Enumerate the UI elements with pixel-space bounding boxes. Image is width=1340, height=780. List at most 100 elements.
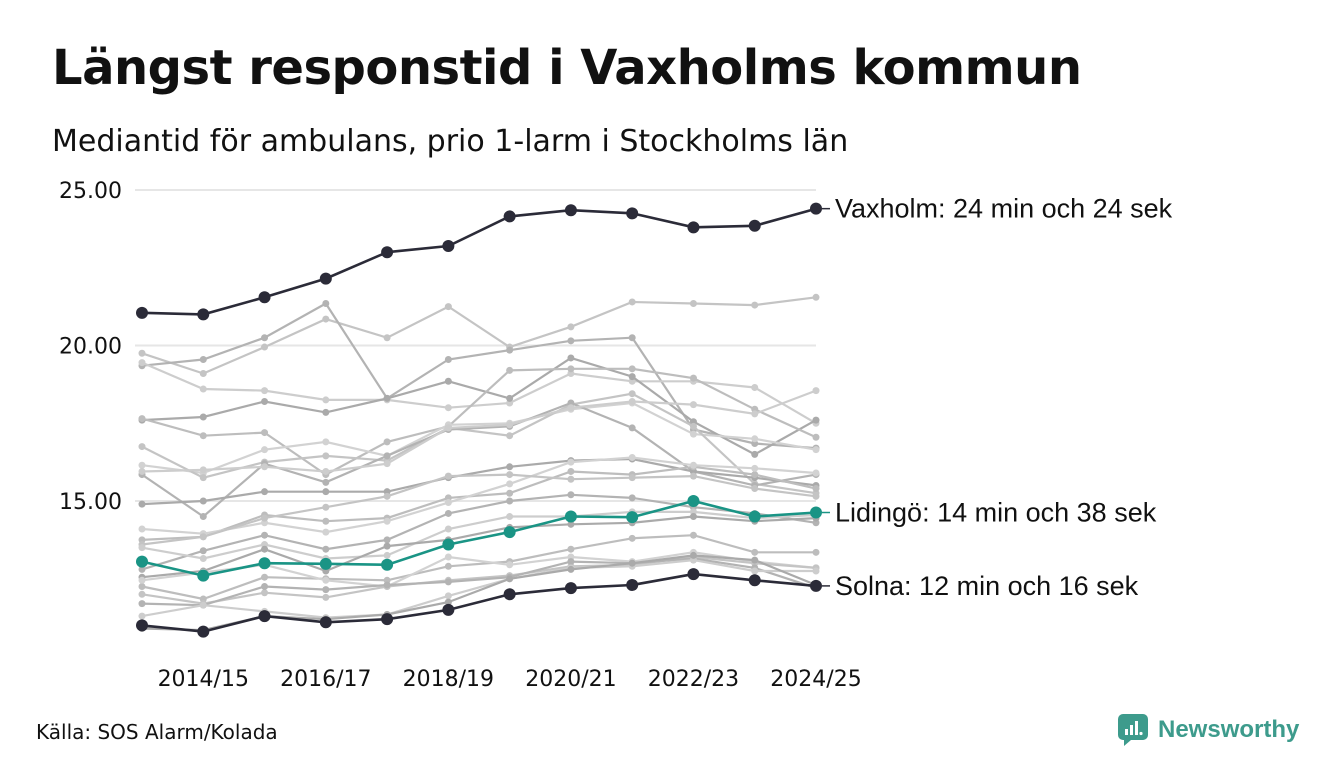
data-point: [442, 239, 455, 252]
data-point: [322, 576, 330, 584]
data-point: [567, 475, 575, 483]
data-point: [567, 404, 575, 412]
brand-logo[interactable]: Newsworthy: [1118, 714, 1299, 746]
data-point: [258, 291, 271, 304]
data-point: [261, 545, 269, 553]
data-point: [506, 346, 514, 354]
data-point: [442, 538, 455, 551]
data-point: [199, 497, 207, 505]
data-point: [506, 366, 514, 374]
data-point: [322, 408, 330, 416]
data-point: [138, 565, 146, 573]
data-point: [810, 506, 822, 519]
data-point: [383, 551, 391, 559]
data-point: [261, 589, 269, 597]
series-line: [138, 548, 820, 591]
data-point: [138, 612, 146, 620]
data-point: [199, 601, 207, 609]
data-point: [689, 531, 697, 539]
data-point: [322, 586, 330, 594]
data-point: [689, 461, 697, 469]
data-point: [383, 394, 391, 402]
data-point: [506, 421, 514, 429]
data-point: [444, 404, 452, 412]
highlight-series-solna: Solna: 12 min och 16 sek: [136, 568, 1139, 638]
data-point: [628, 365, 636, 373]
data-point: [322, 488, 330, 496]
data-point: [567, 365, 575, 373]
data-point: [812, 492, 820, 500]
data-point: [748, 219, 761, 232]
data-point: [689, 472, 697, 480]
series-line: [138, 359, 820, 427]
chart-title: Längst responstid i Vaxholms kommun: [52, 40, 1082, 96]
data-point: [687, 568, 700, 581]
series-line: [138, 556, 820, 622]
data-point: [444, 355, 452, 363]
data-point: [199, 466, 207, 474]
series-path: [141, 510, 817, 560]
data-point: [567, 545, 575, 553]
data-point: [199, 369, 207, 377]
data-point: [444, 472, 452, 480]
data-point: [322, 503, 330, 511]
x-tick-label: 2014/15: [158, 667, 249, 692]
data-point: [442, 603, 455, 616]
data-point: [567, 458, 575, 466]
data-point: [751, 548, 759, 556]
data-point: [319, 616, 332, 629]
data-point: [628, 334, 636, 342]
x-tick-label: 2016/17: [280, 667, 371, 692]
data-point: [628, 534, 636, 542]
data-point: [383, 452, 391, 460]
data-point: [261, 387, 269, 395]
series-path: [141, 207, 817, 316]
data-point: [567, 323, 575, 331]
data-point: [564, 510, 577, 523]
data-point: [628, 373, 636, 381]
data-point: [628, 424, 636, 432]
data-point: [689, 422, 697, 430]
data-point: [506, 513, 514, 521]
data-point: [506, 394, 514, 402]
data-point: [626, 578, 639, 591]
data-point: [138, 500, 146, 508]
source-note: Källa: SOS Alarm/Kolada: [36, 720, 278, 744]
series-path: [141, 401, 817, 518]
data-point: [261, 397, 269, 405]
data-point: [261, 573, 269, 581]
data-point: [383, 460, 391, 468]
data-point: [506, 463, 514, 471]
series-line: [138, 354, 820, 458]
data-point: [383, 542, 391, 550]
data-point: [199, 547, 207, 555]
data-point: [812, 485, 820, 493]
data-point: [199, 533, 207, 541]
data-point: [383, 334, 391, 342]
data-point: [322, 517, 330, 525]
series-line: [138, 387, 820, 475]
data-point: [199, 474, 207, 482]
series-line: [138, 293, 820, 377]
y-tick-label: 15.00: [59, 490, 122, 515]
series-path: [141, 361, 817, 425]
data-point: [506, 575, 514, 583]
data-point: [138, 590, 146, 598]
data-point: [748, 574, 761, 587]
data-point: [689, 551, 697, 559]
data-point: [506, 497, 514, 505]
data-point: [138, 467, 146, 475]
data-point: [261, 429, 269, 437]
data-point: [567, 337, 575, 345]
data-point: [319, 272, 332, 285]
data-point: [687, 221, 700, 234]
chart-subtitle: Mediantid för ambulans, prio 1-larm i St…: [52, 124, 849, 159]
series-path: [141, 499, 817, 577]
series-end-label: Solna: 12 min och 16 sek: [835, 571, 1139, 601]
y-tick-label: 25.00: [59, 179, 122, 204]
data-point: [689, 513, 697, 521]
data-point: [812, 293, 820, 301]
data-point: [810, 202, 822, 215]
data-point: [444, 553, 452, 561]
brand-name: Newsworthy: [1158, 716, 1300, 743]
